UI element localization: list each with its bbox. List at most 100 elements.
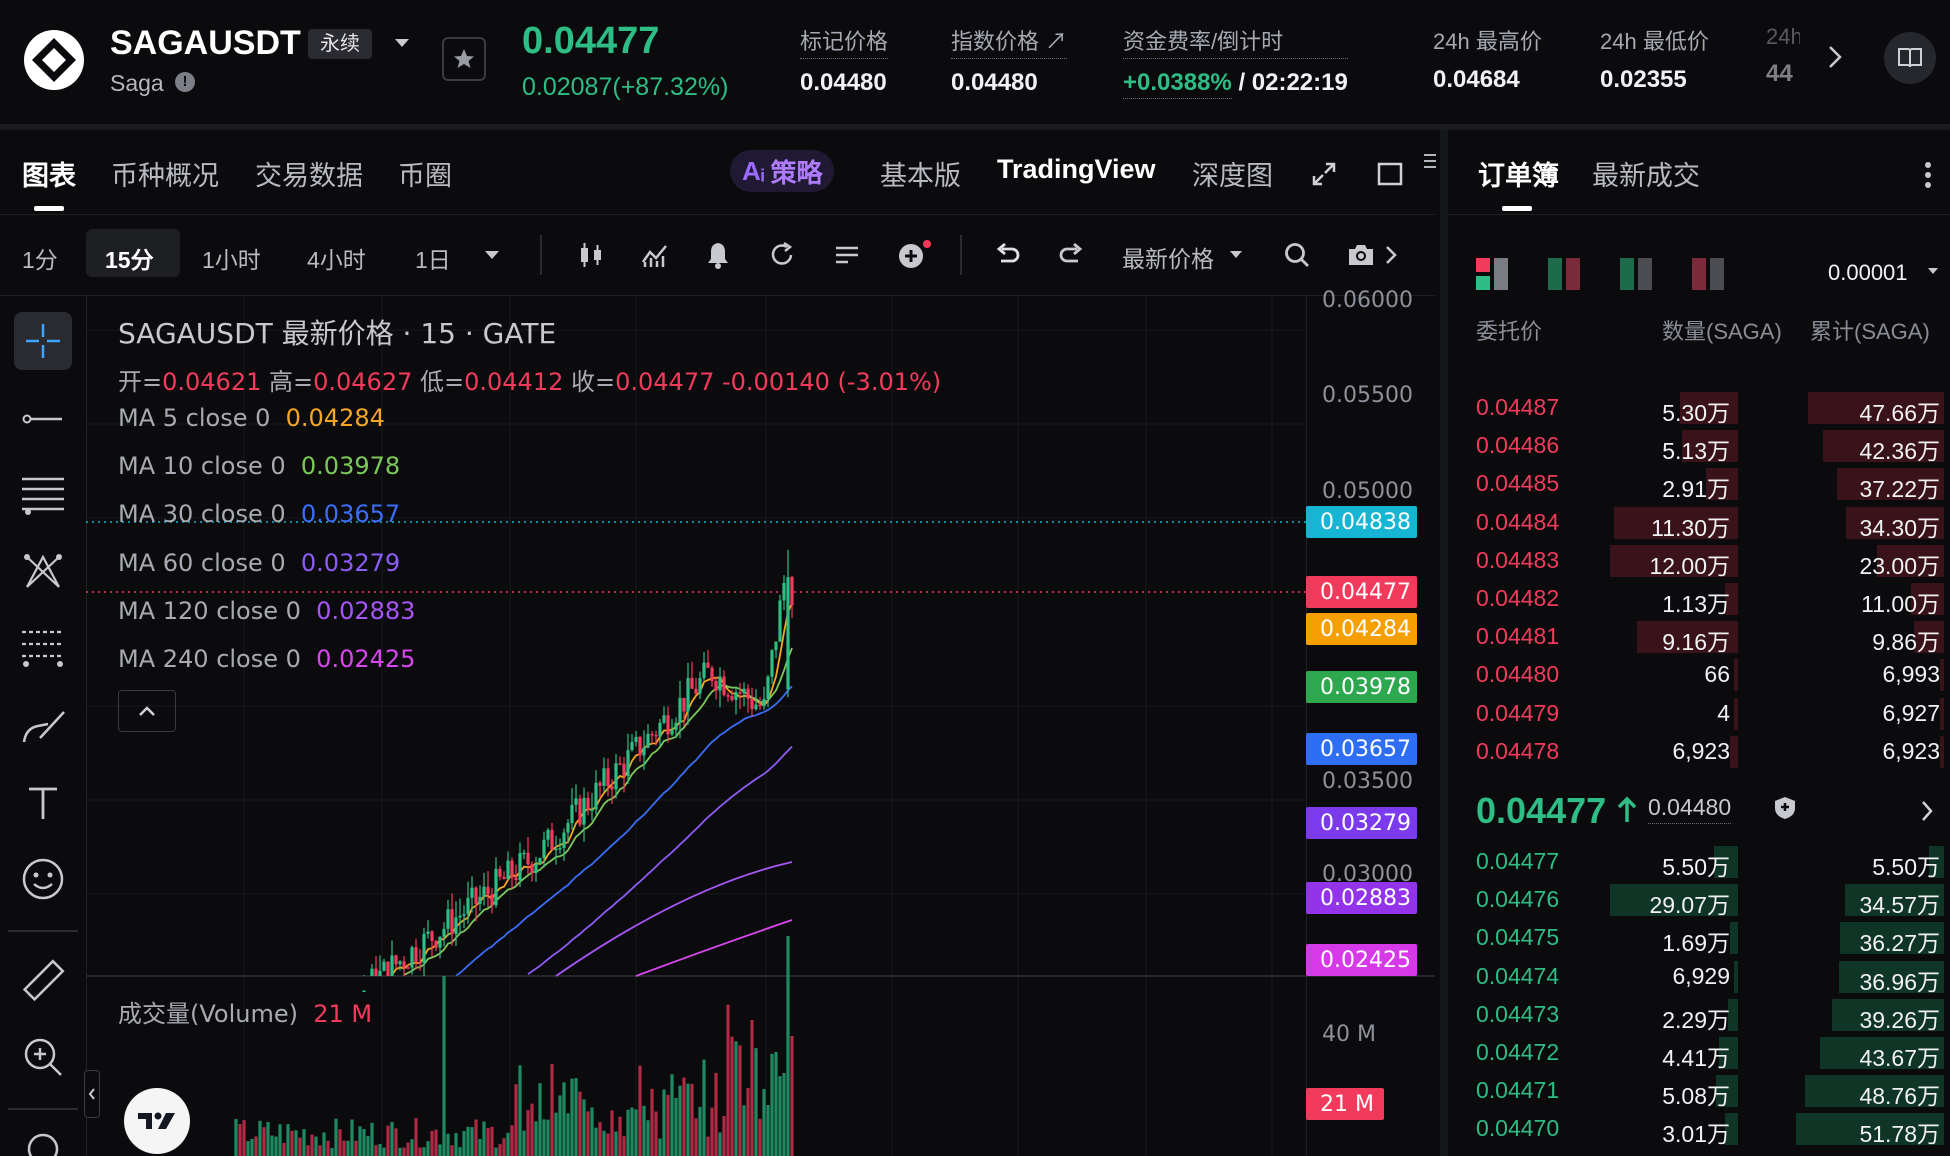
stat-mark-price[interactable]: 标记价格 0.04480: [800, 24, 889, 97]
view-buy-only-icon[interactable]: [1620, 258, 1654, 295]
timeframe-1h[interactable]: 1小时: [202, 247, 261, 273]
tab-tradingview[interactable]: TradingView: [997, 154, 1156, 184]
ask-row[interactable]: 0.04486 5.13万 42.36万: [1448, 428, 1950, 464]
collapse-toolbar-button[interactable]: [84, 1070, 100, 1118]
ask-row[interactable]: 0.04487 5.30万 47.66万: [1448, 390, 1950, 426]
text-tool-icon[interactable]: [14, 774, 72, 832]
ask-row[interactable]: 0.04483 12.00万 23.00万: [1448, 543, 1950, 579]
price-change: 0.02087(+87.32%): [522, 73, 729, 101]
volume-bar: [746, 1088, 750, 1156]
zoom-in-icon[interactable]: [14, 1028, 72, 1086]
stat-index-price[interactable]: 指数价格 ↗ 0.04480: [951, 24, 1068, 97]
magnet-icon[interactable]: [14, 1122, 72, 1156]
add-indicator-icon[interactable]: [896, 238, 932, 277]
camera-icon[interactable]: [1346, 240, 1376, 275]
ask-row[interactable]: 0.04480 66 6,993: [1448, 657, 1950, 693]
fib-retracement-icon[interactable]: [14, 618, 72, 676]
tab-recent-trades[interactable]: 最新成交: [1592, 161, 1700, 191]
view-bids-icon[interactable]: [1548, 258, 1582, 295]
price-type-dropdown-icon[interactable]: [1228, 246, 1244, 262]
symbol-name[interactable]: SAGAUSDT: [110, 24, 301, 62]
collapse-legend-button[interactable]: [118, 690, 176, 732]
parallel-lines-icon[interactable]: [14, 466, 72, 524]
bid-row[interactable]: 0.04474 6,929 36.96万: [1448, 959, 1950, 995]
chevron-right-icon[interactable]: [1918, 798, 1936, 824]
tab-basic[interactable]: 基本版: [880, 161, 961, 191]
drag-handle-icon[interactable]: [1424, 152, 1436, 174]
volume-bar: [442, 976, 446, 1156]
chevron-down-icon[interactable]: [392, 33, 412, 53]
book-icon[interactable]: [1884, 32, 1936, 84]
volume-bar: [606, 1133, 610, 1156]
mid-mark-price[interactable]: 0.04480: [1648, 794, 1732, 824]
ask-row[interactable]: 0.04479 4 6,927: [1448, 696, 1950, 732]
stat-funding-rate[interactable]: 资金费率/倒计时 +0.0388% / 02:22:19: [1123, 24, 1348, 99]
favorite-star-button[interactable]: [442, 37, 486, 81]
tab-orderbook[interactable]: 订单簿: [1478, 161, 1559, 191]
bid-row[interactable]: 0.04472 4.41万 43.67万: [1448, 1035, 1950, 1071]
candle-body: [542, 839, 546, 858]
crosshair-icon[interactable]: [14, 312, 72, 370]
bid-row[interactable]: 0.04471 5.08万 48.76万: [1448, 1073, 1950, 1109]
tab-trading-data[interactable]: 交易数据: [255, 161, 363, 191]
row-quantity: 29.07万: [1649, 892, 1730, 919]
info-icon[interactable]: !: [175, 72, 195, 92]
redo-icon[interactable]: [1056, 240, 1086, 275]
timeframe-1d[interactable]: 1日: [415, 247, 451, 273]
ask-row[interactable]: 0.04481 9.16万 9.86万: [1448, 619, 1950, 655]
search-icon[interactable]: [1282, 240, 1312, 275]
ruler-icon[interactable]: [14, 952, 72, 1010]
candle-body: [430, 931, 434, 942]
settings-lines-icon[interactable]: [832, 240, 862, 275]
chevron-right-icon[interactable]: [1824, 44, 1846, 70]
timeframe-dropdown-icon[interactable]: [482, 245, 502, 265]
view-sell-only-icon[interactable]: [1692, 258, 1726, 295]
view-both-icon[interactable]: [1476, 258, 1510, 295]
line-tool-icon[interactable]: [14, 390, 72, 448]
ask-row[interactable]: 0.04484 11.30万 34.30万: [1448, 505, 1950, 541]
tradingview-logo-icon[interactable]: [124, 1088, 190, 1154]
expand-icon[interactable]: [1310, 160, 1338, 188]
undo-icon[interactable]: [993, 240, 1023, 275]
ask-row[interactable]: 0.04485 2.91万 37.22万: [1448, 466, 1950, 502]
ai-icon: Aᵢ: [742, 155, 765, 186]
timeframe-15m[interactable]: 15分: [105, 247, 154, 273]
precision-dropdown-icon[interactable]: [1926, 264, 1940, 278]
candle-type-icon[interactable]: [576, 240, 606, 275]
price-chart[interactable]: [86, 296, 1435, 1156]
candle-body: [546, 829, 550, 840]
tab-chart[interactable]: 图表: [22, 161, 76, 191]
more-options-icon[interactable]: [1924, 160, 1932, 190]
timeframe-1m[interactable]: 1分: [22, 247, 58, 273]
price-type-select[interactable]: 最新价格: [1122, 246, 1214, 272]
tab-depth-chart[interactable]: 深度图: [1192, 161, 1273, 191]
price-axis[interactable]: [1306, 296, 1436, 1156]
indicators-icon[interactable]: [640, 240, 670, 275]
bid-row[interactable]: 0.04473 2.29万 39.26万: [1448, 997, 1950, 1033]
row-cumulative: 39.26万: [1859, 1006, 1940, 1033]
cumulative-depth-bar: [1807, 392, 1944, 424]
panel-divider[interactable]: [1440, 130, 1448, 1156]
brush-icon[interactable]: [14, 696, 72, 754]
ask-row[interactable]: 0.04482 1.13万 11.00万: [1448, 581, 1950, 617]
ai-strategy-button[interactable]: Aᵢ 策略: [730, 150, 835, 192]
candle-body: [442, 928, 446, 937]
bid-row[interactable]: 0.04476 29.07万 34.57万: [1448, 882, 1950, 918]
bid-row[interactable]: 0.04477 5.50万 5.50万: [1448, 844, 1950, 880]
candle-body: [506, 860, 510, 880]
timeframe-4h[interactable]: 4小时: [307, 247, 366, 273]
volume-bar: [698, 1106, 702, 1156]
tab-coin-circle[interactable]: 币圈: [398, 161, 452, 191]
ask-row[interactable]: 0.04478 6,923 6,923: [1448, 734, 1950, 770]
bid-row[interactable]: 0.04470 3.01万 51.78万: [1448, 1111, 1950, 1147]
window-icon[interactable]: [1376, 160, 1404, 188]
alert-bell-icon[interactable]: [703, 240, 733, 275]
bid-row[interactable]: 0.04475 1.69万 36.27万: [1448, 920, 1950, 956]
precision-select[interactable]: 0.00001: [1828, 260, 1908, 285]
refresh-icon[interactable]: [767, 240, 797, 275]
tab-coin-overview[interactable]: 币种概况: [111, 161, 219, 191]
toolbar-more-chevron-icon[interactable]: [1384, 243, 1398, 267]
emoji-icon[interactable]: [14, 850, 72, 908]
cumulative-depth-bar: [1819, 1037, 1944, 1069]
pitchfork-icon[interactable]: [14, 542, 72, 600]
